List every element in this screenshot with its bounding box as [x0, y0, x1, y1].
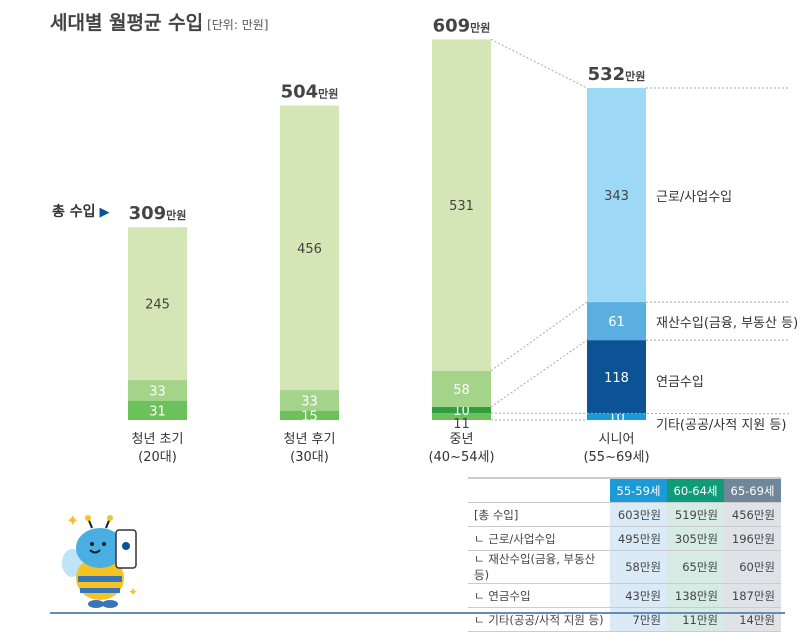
bar-segment: [587, 302, 646, 341]
segment-value-label: 58: [453, 383, 470, 398]
col-header: 60-64세: [667, 477, 724, 503]
segment-value-label: 118: [604, 371, 629, 386]
total-value: 532: [588, 64, 626, 85]
bar-total-label: 532만원: [588, 64, 646, 85]
group-label: 시니어: [599, 432, 635, 447]
arrow-right-icon: ▶: [99, 205, 110, 220]
row-label: ㄴ 재산수입(금융, 부동산 등): [468, 550, 610, 584]
bar-segment: [280, 410, 339, 420]
senior-segment-legend: 연금수입: [656, 375, 704, 390]
group-sublabel: (55~69세): [583, 450, 649, 465]
segment-value-label: 456: [297, 242, 322, 257]
bar-segment: [587, 88, 646, 303]
senior-income-table: 55-59세 60-64세 65-69세 [총 수입] 603만원 519만원 456…: [468, 477, 781, 632]
group-label: 청년 후기: [284, 432, 336, 447]
bar-segment: [587, 340, 646, 414]
svg-text:✦: ✦: [128, 585, 138, 599]
group-sublabel: (20대): [138, 450, 177, 465]
cell-value: 60만원: [724, 550, 781, 584]
group-sublabel: (40~54세): [428, 450, 494, 465]
bar-segment: [128, 227, 187, 381]
connector-line: [490, 38, 588, 89]
svg-text:✦: ✦: [66, 511, 79, 530]
connector-line: [490, 339, 588, 408]
bee-mascot-illustration: ✦✦: [62, 511, 138, 608]
bar-segment: [128, 380, 187, 401]
title-text: 세대별 월평균 수입: [50, 12, 204, 34]
segment-value-label: 61: [608, 315, 625, 330]
senior-segment-legend: 재산수입(금융, 부동산 등): [656, 316, 798, 331]
bar-segment: [128, 400, 187, 420]
segment-value-label: 10: [608, 411, 625, 426]
row-label: ㄴ 연금수입: [468, 583, 610, 608]
cell-value: 456만원: [724, 502, 781, 527]
bar-total-label: 504만원: [281, 82, 339, 103]
bar-segment: [587, 413, 646, 420]
cell-value: 196만원: [724, 526, 781, 551]
row-label: ㄴ 근로/사업수입: [468, 526, 610, 551]
total-unit: 만원: [470, 20, 490, 34]
connector-line: [490, 412, 791, 415]
row-label: [총 수입]: [468, 502, 610, 527]
col-header: 55-59세: [610, 477, 667, 503]
table-row: ㄴ 재산수입(금융, 부동산 등) 58만원 65만원 60만원: [468, 550, 781, 584]
senior-segment-legend: 기타(공공/사적 지원 등): [656, 418, 786, 433]
group-label: 청년 초기: [132, 432, 184, 447]
bar-segment: [432, 370, 491, 407]
table-row: [총 수입] 603만원 519만원 456만원: [468, 502, 781, 527]
total-value: 504: [281, 82, 319, 103]
table-corner: [468, 477, 610, 503]
total-value: 309: [129, 203, 167, 224]
cell-value: 187만원: [724, 583, 781, 608]
senior-segment-legend: 근로/사업수입: [656, 190, 732, 205]
table-row: ㄴ 근로/사업수입 495만원 305만원 196만원: [468, 526, 781, 551]
cell-value: 65만원: [667, 550, 724, 584]
segment-value-label: 11: [453, 417, 470, 432]
col-header: 65-69세: [724, 477, 781, 503]
cell-value: 519만원: [667, 502, 724, 527]
segment-value-label: 10: [453, 404, 470, 419]
cell-value: 138만원: [667, 583, 724, 608]
total-unit: 만원: [625, 69, 645, 83]
connector-line: [490, 301, 588, 372]
segment-value-label: 33: [149, 384, 166, 399]
total-unit: 만원: [166, 208, 186, 222]
bar-segment: [280, 105, 339, 391]
total-unit: 만원: [318, 87, 338, 101]
cell-value: 305만원: [667, 526, 724, 551]
cell-value: 603만원: [610, 502, 667, 527]
segment-value-label: 531: [449, 199, 474, 214]
bar-segment: [432, 413, 491, 420]
bar-segment: [432, 406, 491, 414]
bar-segment: [280, 390, 339, 411]
footer-rule: [50, 612, 785, 614]
total-value: 609: [433, 15, 471, 36]
chart-title: 세대별 월평균 수입 [단위: 만원]: [50, 8, 268, 35]
cell-value: 495만원: [610, 526, 667, 551]
group-sublabel: (30대): [290, 450, 329, 465]
segment-value-label: 31: [149, 404, 166, 419]
bar-segment: [432, 39, 491, 371]
total-income-label: 총 수입 ▶: [52, 201, 110, 221]
bar-total-label: 309만원: [129, 203, 187, 224]
segment-value-label: 15: [301, 409, 318, 424]
bar-total-label: 609만원: [433, 15, 491, 36]
unit-label: [단위: 만원]: [207, 18, 269, 32]
segment-value-label: 245: [145, 298, 170, 313]
segment-value-label: 33: [301, 394, 318, 409]
segment-value-label: 343: [604, 189, 629, 204]
cell-value: 43만원: [610, 583, 667, 608]
group-label: 중년: [450, 432, 474, 447]
table-row: ㄴ 연금수입 43만원 138만원 187만원: [468, 583, 781, 608]
total-label-text: 총 수입: [52, 204, 96, 220]
cell-value: 58만원: [610, 550, 667, 584]
